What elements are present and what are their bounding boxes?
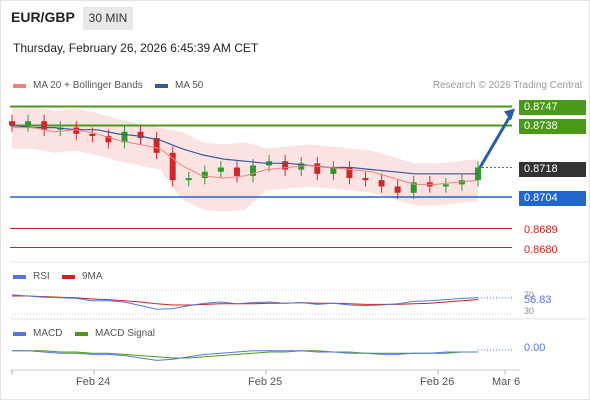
candle-body — [314, 163, 321, 174]
candle-body — [185, 178, 192, 181]
bollinger-legend-swatch — [13, 84, 26, 88]
ma50-legend-label: MA 50 — [175, 80, 204, 91]
x-tick-label: Feb 25 — [248, 376, 283, 388]
candle-body — [25, 121, 32, 126]
macd-legend-label: MACD — [33, 328, 63, 339]
candle-body — [442, 184, 449, 187]
candle-body — [121, 131, 128, 143]
rsi-value-label: 56.83 — [524, 294, 552, 306]
timestamp: Thursday, February 26, 2026 6:45:39 AM C… — [13, 41, 259, 55]
candle-body — [233, 167, 240, 176]
rsi-ref-30: 30 — [524, 306, 535, 316]
rsi-ma-legend-swatch — [62, 275, 75, 279]
rsi-ma-line — [12, 295, 479, 306]
x-tick-label: Mar 6 — [492, 376, 521, 388]
x-tick-label: Feb 26 — [420, 376, 455, 388]
candle-body — [330, 167, 337, 174]
candle-body — [105, 135, 112, 143]
last-price-tag: 0.8718 — [519, 162, 586, 177]
macd-line — [12, 350, 478, 361]
bollinger-band — [12, 106, 478, 212]
candle-body — [201, 171, 208, 179]
candle-body — [153, 138, 160, 153]
candle-body — [41, 121, 48, 130]
candle-body — [250, 165, 257, 176]
candle-body — [346, 167, 353, 179]
ma50-legend-swatch — [155, 84, 168, 88]
macd-signal-line — [12, 350, 478, 359]
support-3-label: 0.8680 — [524, 244, 558, 256]
candle-body — [410, 182, 417, 193]
rsi-legend-label: RSI — [33, 271, 50, 282]
timeframe-badge[interactable]: 30 MIN — [83, 7, 133, 30]
source-credit: Research © 2026 Trading Central — [432, 80, 582, 91]
ma20-line — [12, 127, 479, 185]
support-1-tag: 0.8704 — [519, 191, 586, 206]
rsi-line — [11, 294, 479, 310]
forecast-arrow-shaft — [478, 113, 513, 169]
currency-pair-title: EUR/GBP — [11, 9, 75, 25]
macd-legend-swatch — [13, 332, 26, 336]
rsi-ma-legend-label: 9MA — [82, 271, 103, 282]
ma50-line — [11, 124, 478, 175]
macd-value-label: 0.00 — [524, 342, 546, 354]
candle-body — [282, 161, 289, 170]
candle-body — [89, 133, 96, 136]
macd-signal-legend-label: MACD Signal — [95, 328, 156, 339]
macd-signal-legend-swatch — [75, 332, 88, 336]
x-tick-label: Feb 24 — [76, 376, 111, 388]
candle-body — [9, 121, 15, 126]
forecast-arrow-head — [504, 108, 515, 121]
candle-body — [378, 180, 385, 187]
support-2-label: 0.8689 — [524, 224, 558, 236]
candle-body — [394, 186, 401, 193]
resistance-2-tag: 0.8747 — [519, 100, 586, 115]
candle-body — [137, 131, 144, 139]
candle-body — [362, 178, 369, 181]
rsi-legend-swatch — [13, 275, 26, 279]
candle-body — [169, 152, 176, 181]
candle-body — [217, 167, 224, 172]
rsi-ref-70: 70 — [524, 290, 535, 300]
resistance-1-tag: 0.8738 — [519, 119, 586, 134]
candle-body — [73, 127, 80, 134]
bollinger-legend-label: MA 20 + Bollinger Bands — [33, 80, 143, 91]
